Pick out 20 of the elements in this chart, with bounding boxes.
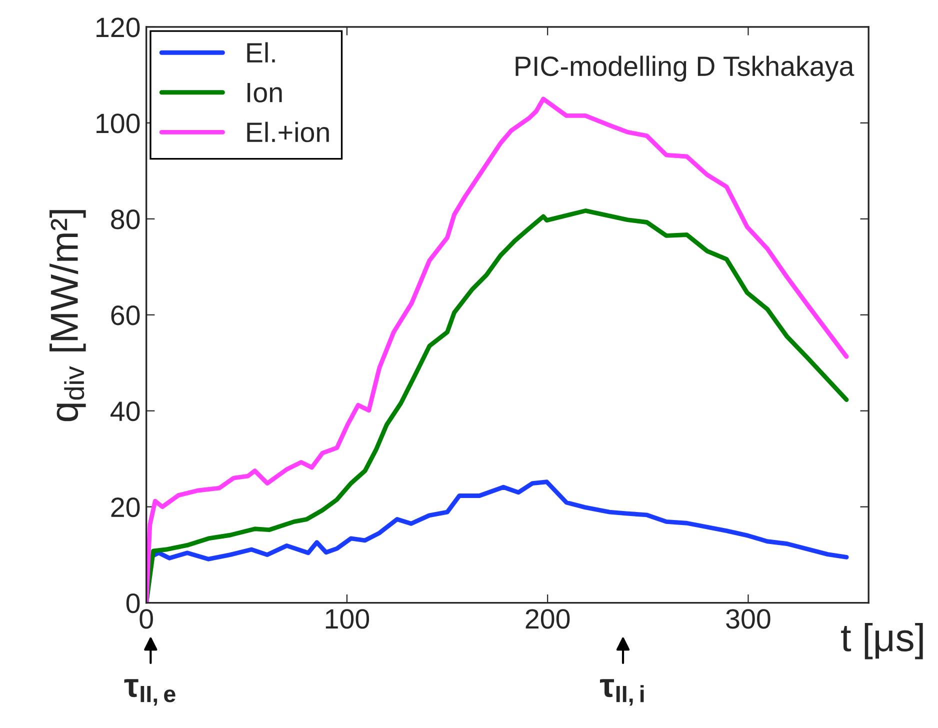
line-series [146, 208, 849, 603]
x-tick-label: 300 [726, 609, 770, 629]
y-tick-label: 120 [96, 18, 140, 38]
y-tick-label: 20 [111, 497, 140, 518]
y-tick-label: 40 [110, 402, 140, 422]
legend-label: Ion [248, 83, 282, 102]
y-tick-label: 80 [111, 210, 140, 230]
legend-label: El. [247, 42, 275, 62]
y-tick-label: 0 [126, 593, 140, 614]
text: τ$_{II,i}$ [600, 679, 644, 706]
annotation: PIC-modelling D Tskhakaya [516, 56, 854, 82]
x-tick-label: 200 [526, 609, 570, 629]
x-axis-title: t [μs] [841, 622, 923, 660]
x-tick-label: 100 [326, 609, 370, 629]
y-axis-title: q$_{div}$ [MW/m²] [50, 210, 86, 422]
y-tick-label: 100 [96, 114, 140, 134]
x-tick-label: 0 [140, 609, 153, 629]
y-tick-label: 60 [111, 306, 140, 326]
legend-label: El.+ion [247, 122, 329, 142]
text: τ$_{II,e}$ [124, 679, 176, 706]
